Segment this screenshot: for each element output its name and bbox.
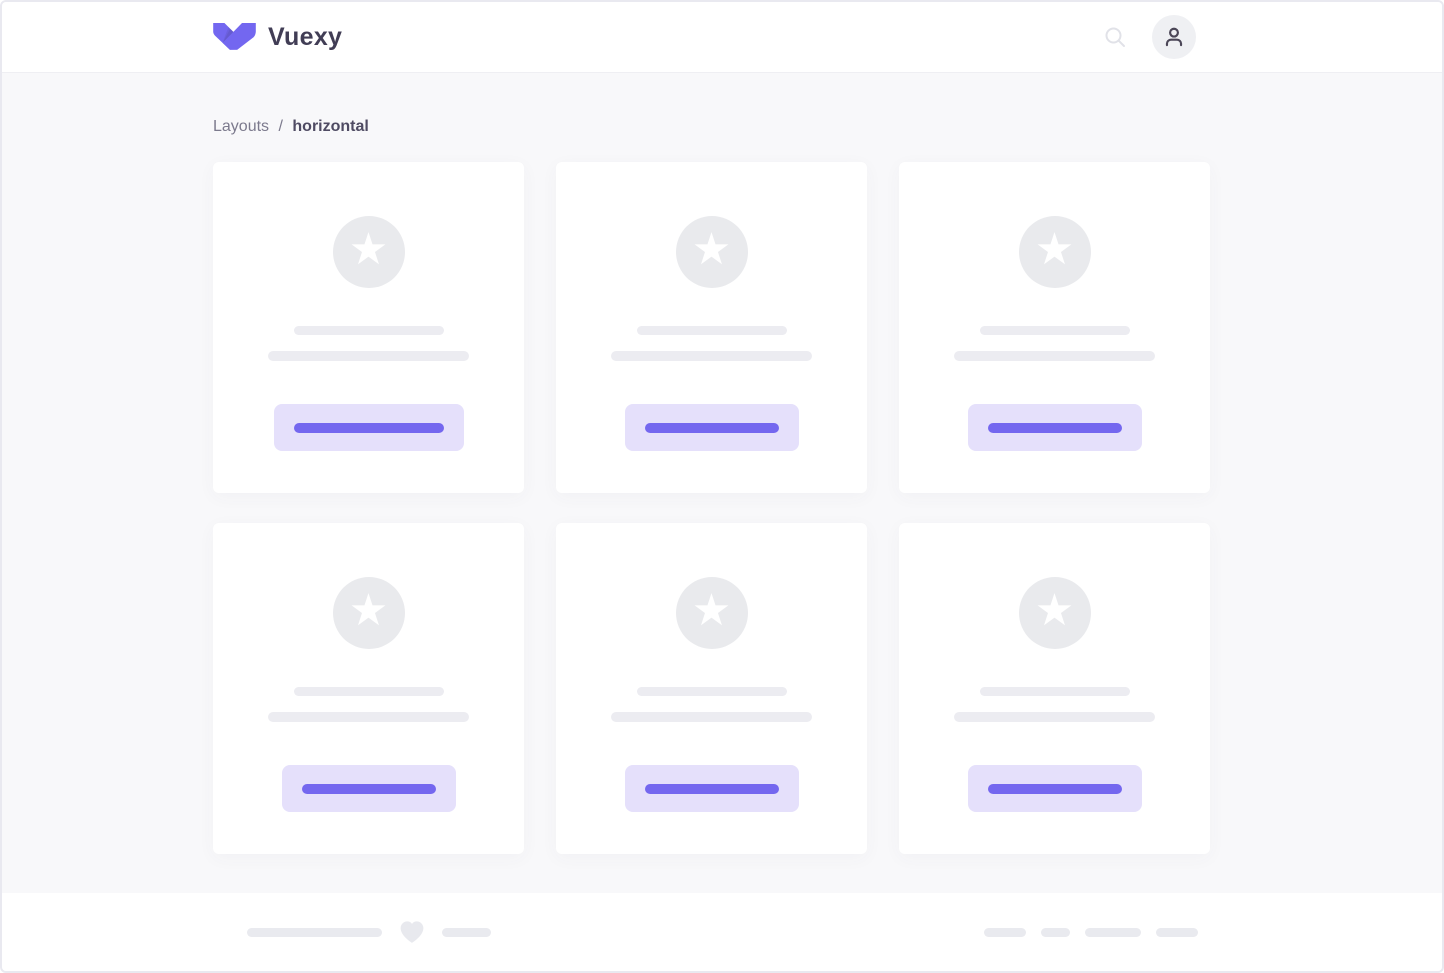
card-title-placeholder — [293, 326, 444, 335]
placeholder-card: ★ — [899, 523, 1210, 854]
card-button-placeholder[interactable] — [624, 765, 799, 812]
card-button-label-placeholder — [987, 783, 1122, 794]
footer-links-placeholder — [984, 927, 1198, 937]
card-button-placeholder[interactable] — [967, 765, 1142, 812]
card-avatar-circle: ★ — [1018, 216, 1091, 288]
page-content: Layouts / horizontal ★ ★ — [2, 73, 1442, 893]
navbar-actions — [1103, 15, 1196, 59]
placeholder-card: ★ — [213, 162, 524, 493]
card-avatar-circle: ★ — [332, 577, 405, 649]
placeholder-card: ★ — [213, 523, 524, 854]
footer-link-placeholder — [1085, 927, 1141, 937]
breadcrumb-separator: / — [278, 118, 283, 135]
card-title-placeholder — [293, 687, 444, 696]
card-button-label-placeholder — [987, 422, 1122, 433]
card-subtitle-placeholder — [268, 351, 469, 361]
top-navbar: Vuexy — [2, 2, 1442, 73]
footer — [2, 893, 1442, 971]
card-subtitle-placeholder — [611, 351, 812, 361]
star-icon: ★ — [691, 225, 732, 274]
card-title-placeholder — [979, 687, 1130, 696]
cards-grid: ★ ★ ★ — [213, 162, 1442, 854]
placeholder-card: ★ — [556, 162, 867, 493]
card-button-label-placeholder — [644, 422, 779, 433]
card-title-placeholder — [636, 326, 787, 335]
user-avatar[interactable] — [1152, 15, 1196, 59]
brand-logo[interactable]: Vuexy — [213, 23, 342, 52]
card-subtitle-placeholder — [268, 712, 469, 722]
footer-text-placeholder — [442, 927, 491, 937]
breadcrumb-current-page: horizontal — [292, 118, 369, 135]
breadcrumb-layouts-link[interactable]: Layouts — [213, 118, 270, 135]
card-avatar-circle: ★ — [675, 577, 748, 649]
card-button-label-placeholder — [644, 783, 779, 794]
star-icon: ★ — [691, 586, 732, 635]
card-button-label-placeholder — [293, 422, 444, 433]
footer-link-placeholder — [1156, 927, 1198, 937]
footer-link-placeholder — [1041, 927, 1070, 937]
star-icon: ★ — [348, 225, 389, 274]
card-title-placeholder — [636, 687, 787, 696]
heart-icon — [399, 920, 425, 944]
card-button-placeholder[interactable] — [281, 765, 456, 812]
footer-text-placeholder — [247, 927, 382, 937]
search-icon[interactable] — [1103, 25, 1127, 49]
card-avatar-circle: ★ — [1018, 577, 1091, 649]
card-avatar-circle: ★ — [332, 216, 405, 288]
card-title-placeholder — [979, 326, 1130, 335]
card-subtitle-placeholder — [954, 712, 1155, 722]
card-subtitle-placeholder — [611, 712, 812, 722]
footer-link-placeholder — [984, 927, 1026, 937]
card-button-placeholder[interactable] — [624, 404, 799, 451]
placeholder-card: ★ — [556, 523, 867, 854]
card-button-placeholder[interactable] — [967, 404, 1142, 451]
star-icon: ★ — [348, 586, 389, 635]
card-button-placeholder[interactable] — [273, 404, 464, 451]
user-icon — [1161, 24, 1187, 50]
placeholder-card: ★ — [899, 162, 1210, 493]
breadcrumb: Layouts / horizontal — [213, 118, 1442, 136]
card-avatar-circle: ★ — [675, 216, 748, 288]
star-icon: ★ — [1034, 225, 1075, 274]
card-subtitle-placeholder — [954, 351, 1155, 361]
vuexy-logo-icon — [213, 23, 256, 51]
brand-name: Vuexy — [268, 22, 343, 51]
star-icon: ★ — [1034, 586, 1075, 635]
card-button-label-placeholder — [301, 783, 436, 794]
footer-copyright-placeholder — [247, 920, 491, 944]
